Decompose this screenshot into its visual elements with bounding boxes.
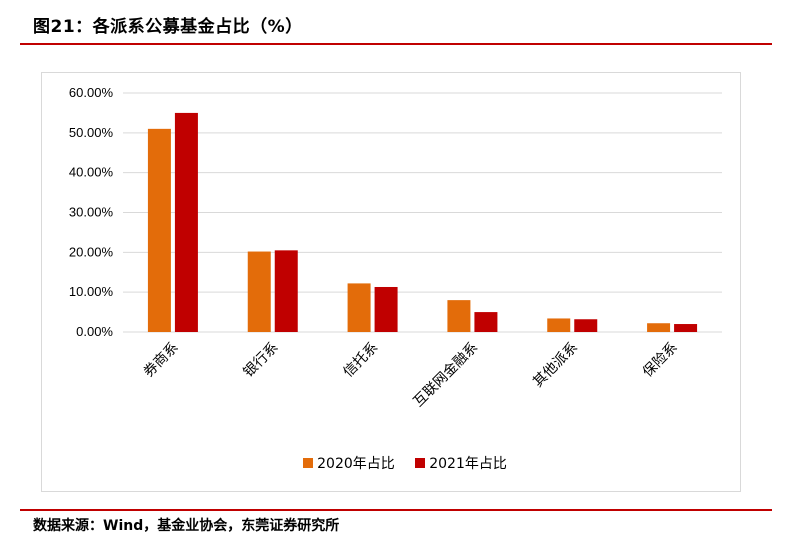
y-tick-label: 60.00% bbox=[69, 85, 114, 100]
figure-title: 图21：各派系公募基金占比（%） bbox=[33, 17, 303, 37]
legend-item-2021: 2021年占比 bbox=[415, 453, 507, 473]
y-tick-label: 20.00% bbox=[69, 244, 114, 259]
y-tick-label: 40.00% bbox=[69, 165, 114, 180]
x-tick-label: 其他派系 bbox=[530, 340, 581, 391]
bar-2021 bbox=[474, 312, 498, 332]
bar-2020 bbox=[647, 323, 671, 332]
bar-2020 bbox=[147, 128, 171, 332]
top-rule bbox=[20, 43, 772, 45]
legend-swatch-2021 bbox=[415, 458, 426, 468]
bar-2021 bbox=[174, 112, 198, 333]
x-tick-label: 银行系 bbox=[241, 340, 282, 381]
chart-frame bbox=[41, 72, 741, 492]
y-tick-label: 0.00% bbox=[76, 324, 113, 339]
legend-label-2020: 2020年占比 bbox=[317, 456, 395, 472]
x-tick-label: 信托系 bbox=[340, 340, 381, 381]
bar-2020 bbox=[247, 251, 271, 332]
y-tick-label: 30.00% bbox=[69, 205, 114, 220]
x-tick-label: 保险系 bbox=[640, 340, 681, 381]
bar-2021 bbox=[674, 324, 698, 332]
legend-label-2021: 2021年占比 bbox=[429, 456, 507, 472]
y-tick-label: 50.00% bbox=[69, 125, 114, 140]
bar-2021 bbox=[274, 250, 298, 332]
bottom-rule bbox=[20, 509, 772, 511]
bar-2020 bbox=[447, 300, 471, 332]
x-tick-label: 券商系 bbox=[141, 340, 182, 381]
y-tick-label: 10.00% bbox=[69, 284, 114, 299]
x-tick-label: 互联网金融系 bbox=[411, 340, 482, 411]
bar-2020 bbox=[347, 283, 371, 332]
legend: 2020年占比 2021年占比 bbox=[0, 453, 810, 473]
legend-item-2020: 2020年占比 bbox=[303, 453, 395, 473]
bar-2020 bbox=[547, 318, 571, 332]
bar-2021 bbox=[374, 286, 398, 332]
legend-swatch-2020 bbox=[303, 458, 314, 468]
source-note: 数据来源：Wind，基金业协会，东莞证券研究所 bbox=[33, 518, 340, 534]
bar-2021 bbox=[574, 319, 598, 332]
